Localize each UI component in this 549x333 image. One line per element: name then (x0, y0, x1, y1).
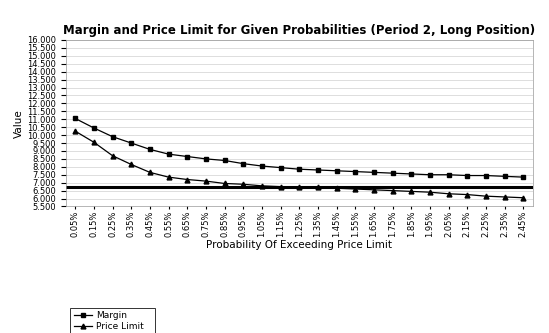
Margin (109, 135, 116, 139)
Price Limit (333, 186, 340, 190)
Margin (72, 117, 79, 121)
Price Limit (352, 187, 358, 191)
Price Limit (277, 184, 284, 188)
Margin (352, 169, 358, 173)
Margin (445, 173, 452, 177)
Price Limit (128, 163, 135, 166)
Margin (333, 169, 340, 173)
Y-axis label: Value: Value (14, 109, 24, 138)
Line: Price Limit: Price Limit (73, 129, 525, 200)
Legend: Margin, Price Limit, Actual Level: Margin, Price Limit, Actual Level (70, 308, 155, 333)
Margin (464, 173, 470, 177)
Price Limit (389, 188, 396, 192)
Price Limit (501, 195, 508, 199)
Price Limit (240, 182, 247, 186)
Margin (296, 167, 302, 171)
Margin (91, 126, 97, 130)
X-axis label: Probability Of Exceeding Price Limit: Probability Of Exceeding Price Limit (206, 240, 392, 250)
Price Limit (109, 154, 116, 158)
Margin (371, 170, 377, 174)
Margin (128, 141, 135, 145)
Margin (408, 172, 414, 176)
Price Limit (147, 170, 153, 174)
Price Limit (221, 181, 228, 185)
Price Limit (184, 177, 191, 181)
Price Limit (315, 185, 321, 189)
Margin (184, 155, 191, 159)
Margin (147, 148, 153, 152)
Line: Margin: Margin (73, 116, 525, 179)
Price Limit (91, 140, 97, 144)
Actual Level (249, 184, 256, 188)
Actual Level (63, 184, 69, 188)
Margin (203, 157, 209, 161)
Price Limit (483, 194, 489, 198)
Price Limit (203, 179, 209, 183)
Margin (240, 162, 247, 166)
Margin (277, 166, 284, 169)
Price Limit (371, 188, 377, 192)
Margin (259, 164, 265, 168)
Price Limit (72, 129, 79, 133)
Price Limit (408, 189, 414, 193)
Margin (520, 175, 526, 179)
Margin (427, 173, 433, 177)
Title: Margin and Price Limit for Given Probabilities (Period 2, Long Position): Margin and Price Limit for Given Probabi… (63, 24, 535, 37)
Margin (501, 174, 508, 178)
Price Limit (464, 192, 470, 196)
Margin (483, 173, 489, 177)
Price Limit (259, 184, 265, 188)
Price Limit (427, 190, 433, 194)
Margin (315, 168, 321, 172)
Price Limit (296, 184, 302, 188)
Margin (221, 159, 228, 163)
Price Limit (445, 192, 452, 196)
Price Limit (165, 175, 172, 179)
Price Limit (520, 196, 526, 200)
Margin (389, 171, 396, 175)
Margin (165, 152, 172, 156)
